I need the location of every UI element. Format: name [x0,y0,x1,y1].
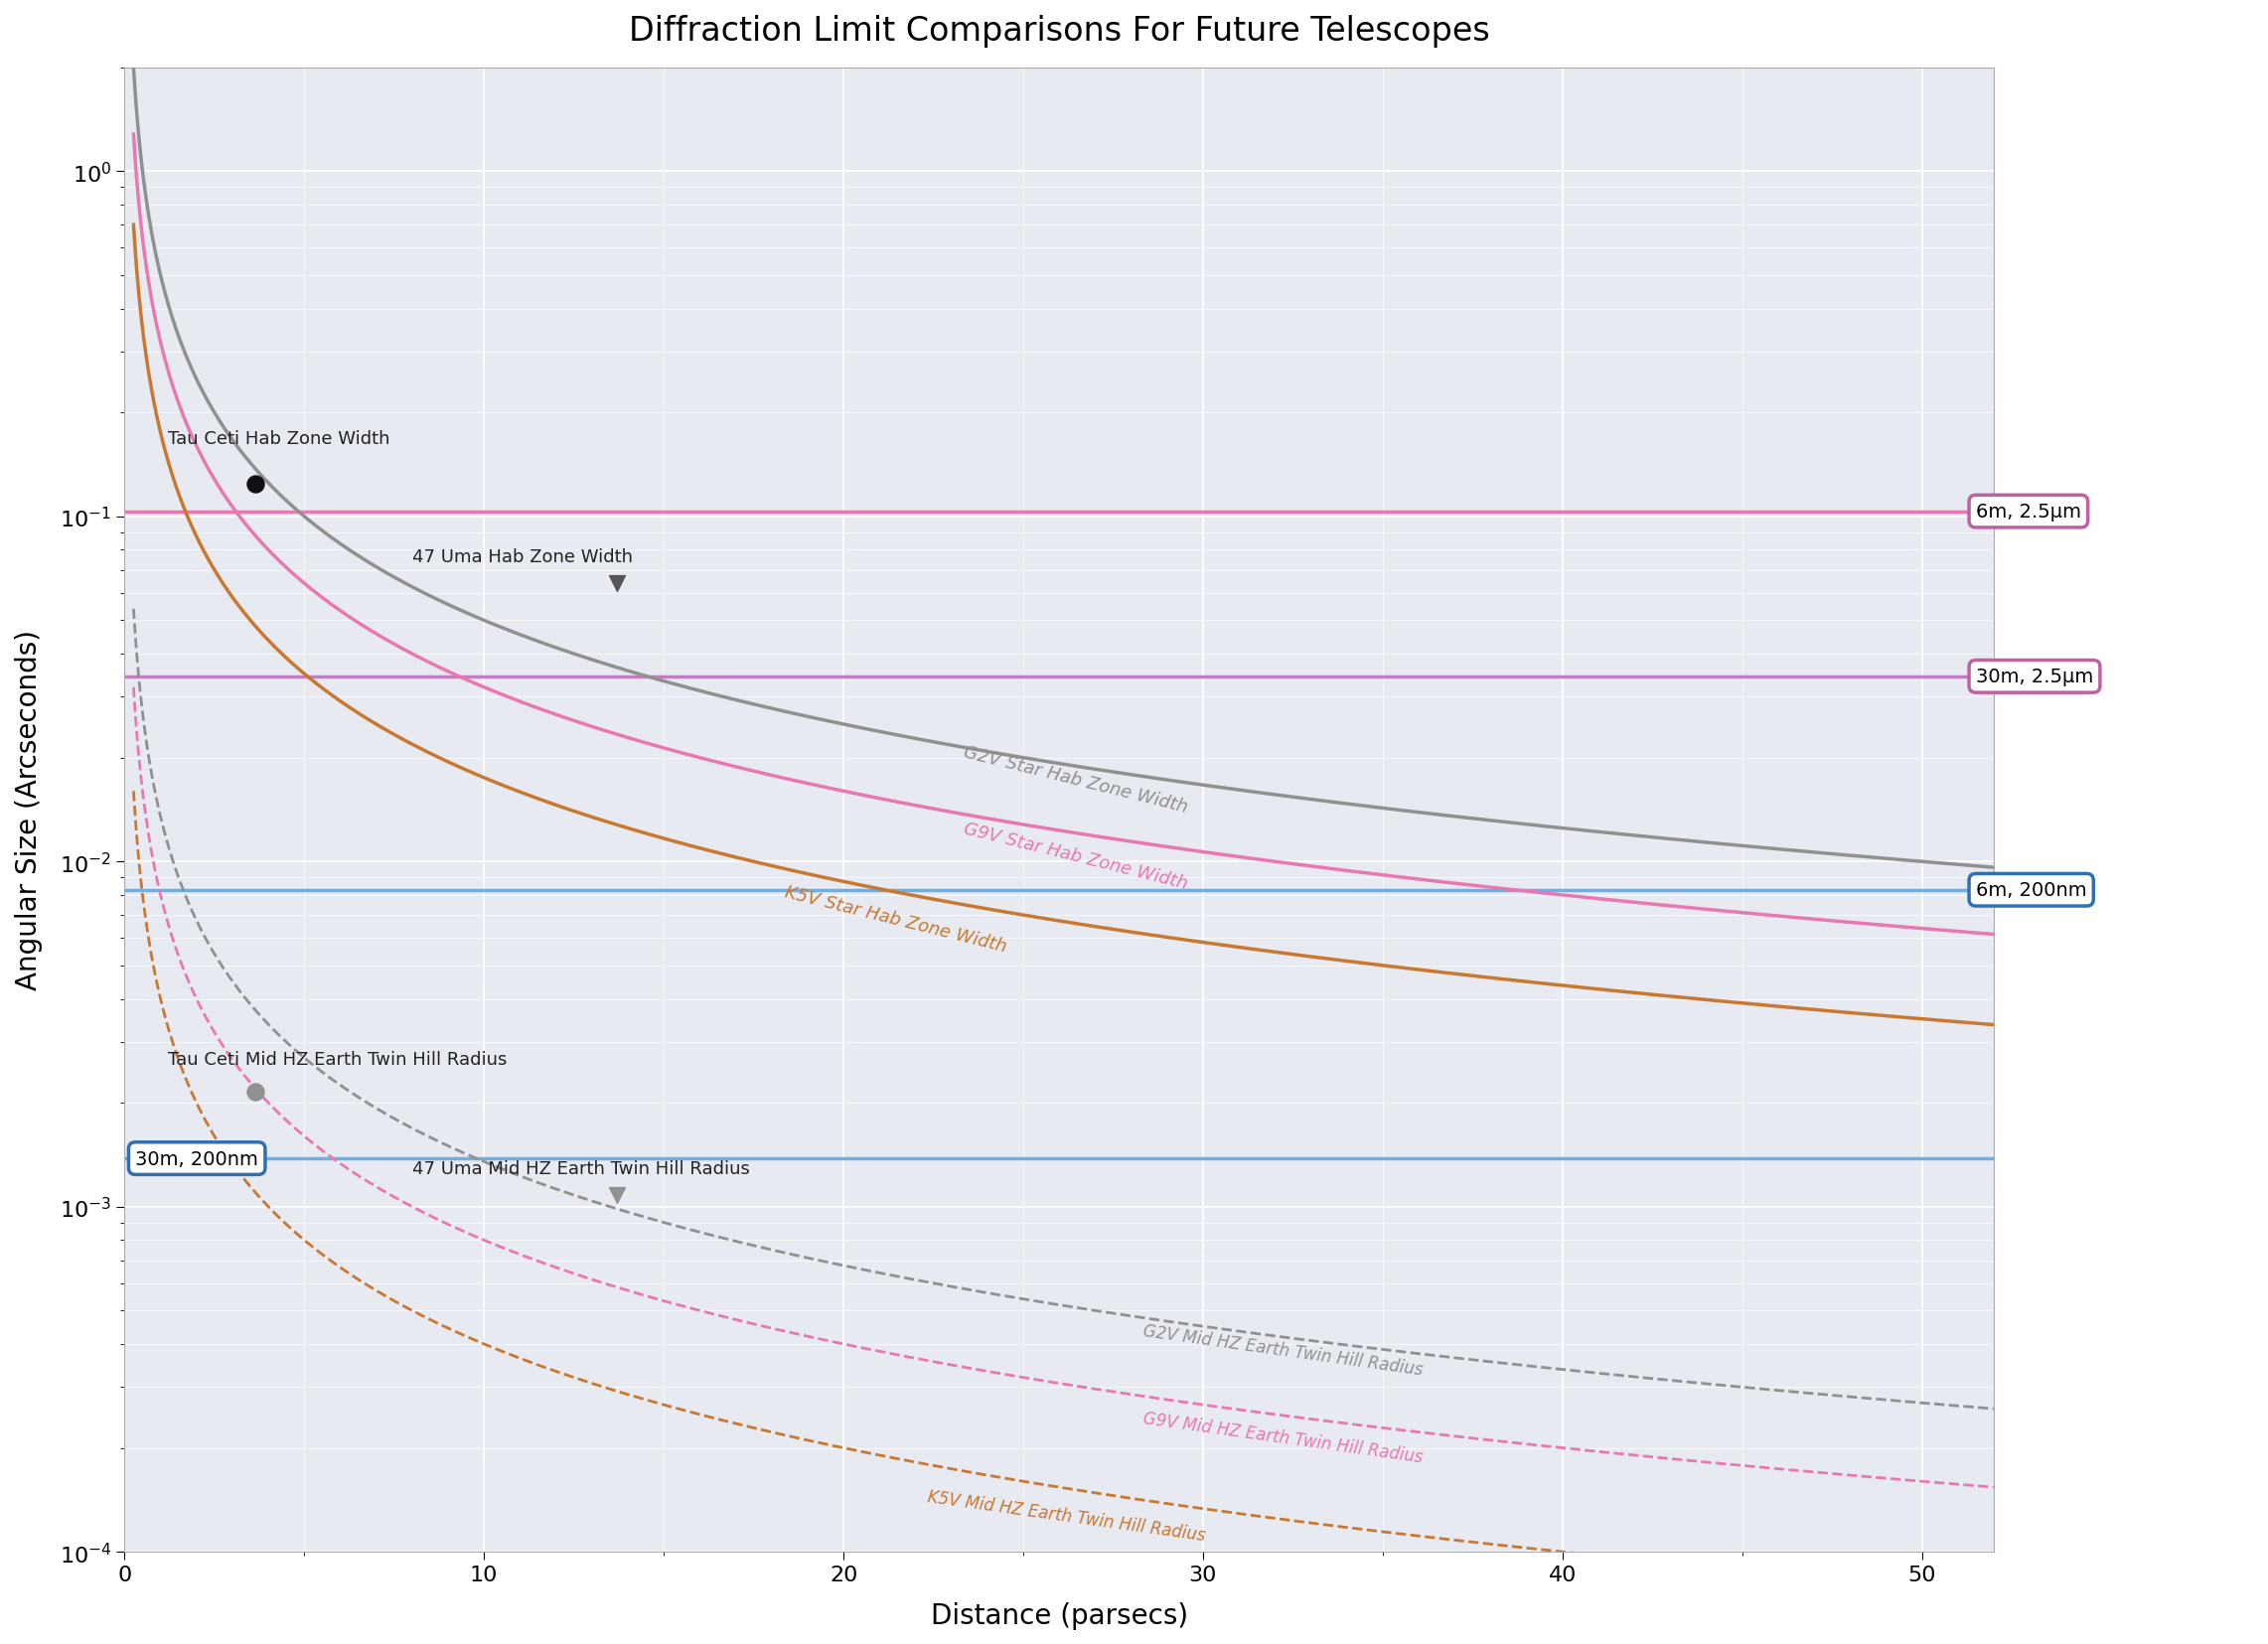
Text: K5V Mid HZ Earth Twin Hill Radius: K5V Mid HZ Earth Twin Hill Radius [925,1488,1207,1544]
Text: 30m, 2.5μm: 30m, 2.5μm [1975,667,2093,686]
Text: G9V Mid HZ Earth Twin Hill Radius: G9V Mid HZ Earth Twin Hill Radius [1141,1409,1424,1466]
Text: 30m, 200nm: 30m, 200nm [136,1149,259,1169]
Text: 6m, 2.5μm: 6m, 2.5μm [1975,503,2082,521]
Point [599,570,635,597]
Y-axis label: Angular Size (Arcseconds): Angular Size (Arcseconds) [16,630,43,990]
Text: G2V Star Hab Zone Width: G2V Star Hab Zone Width [962,743,1191,815]
Point [238,1078,274,1105]
Point [599,1182,635,1208]
X-axis label: Distance (parsecs): Distance (parsecs) [930,1601,1188,1629]
Point [238,472,274,498]
Text: 47 Uma Hab Zone Width: 47 Uma Hab Zone Width [413,547,633,566]
Text: 47 Uma Mid HZ Earth Twin Hill Radius: 47 Uma Mid HZ Earth Twin Hill Radius [413,1159,751,1177]
Text: K5V Star Hab Zone Width: K5V Star Hab Zone Width [782,883,1007,955]
Text: G2V Mid HZ Earth Twin Hill Radius: G2V Mid HZ Earth Twin Hill Radius [1141,1322,1424,1378]
Text: G9V Star Hab Zone Width: G9V Star Hab Zone Width [962,819,1191,893]
Text: Tau Ceti Mid HZ Earth Twin Hill Radius: Tau Ceti Mid HZ Earth Twin Hill Radius [168,1051,506,1067]
Text: Tau Ceti Hab Zone Width: Tau Ceti Hab Zone Width [168,431,390,447]
Text: 6m, 200nm: 6m, 200nm [1975,881,2087,899]
Title: Diffraction Limit Comparisons For Future Telescopes: Diffraction Limit Comparisons For Future… [628,15,1490,48]
